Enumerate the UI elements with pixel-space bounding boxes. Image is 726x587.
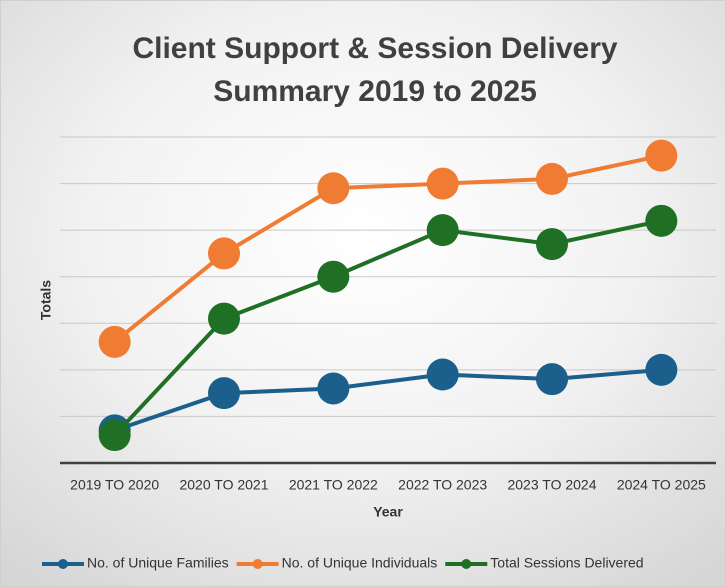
x-axis-label: Year <box>373 504 403 520</box>
marker <box>208 302 240 335</box>
marker <box>645 204 678 237</box>
x-tick-label: 2022 TO 2023 <box>398 477 487 493</box>
marker <box>317 172 350 205</box>
marker <box>645 139 678 172</box>
marker <box>208 237 240 270</box>
legend-marker <box>58 559 68 569</box>
legend-label: Total Sessions Delivered <box>490 555 643 571</box>
legend-label: No. of Unique Individuals <box>282 555 438 571</box>
chart-title: Summary 2019 to 2025 <box>213 75 537 108</box>
x-tick-label: 2021 TO 2022 <box>289 477 378 493</box>
y-axis-label: Totals <box>38 280 54 320</box>
marker <box>645 353 678 386</box>
marker <box>536 162 568 195</box>
marker <box>317 372 350 405</box>
x-tick-label: 2024 TO 2025 <box>617 477 706 493</box>
marker <box>426 358 459 391</box>
x-tick-label: 2023 TO 2024 <box>507 477 596 493</box>
x-tick-label: 2019 TO 2020 <box>70 477 159 493</box>
legend-marker <box>252 559 263 569</box>
marker <box>208 377 240 410</box>
marker <box>536 363 568 396</box>
legend-label: No. of Unique Families <box>87 555 229 571</box>
marker <box>426 167 459 200</box>
series-line <box>113 153 662 344</box>
marker <box>317 260 350 293</box>
series-line <box>114 367 662 433</box>
marker <box>426 214 459 247</box>
series-line <box>113 218 662 437</box>
legend-marker <box>461 559 472 569</box>
marker <box>98 325 131 358</box>
x-tick-label: 2020 TO 2021 <box>179 477 268 493</box>
chart-title: Client Support & Session Delivery <box>132 32 617 65</box>
marker <box>98 419 131 452</box>
marker <box>536 228 568 261</box>
